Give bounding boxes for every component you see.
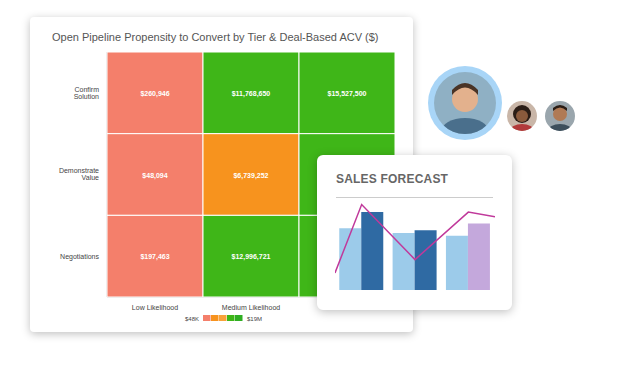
svg-text:$260,946: $260,946 (140, 90, 169, 98)
svg-text:Negotiations: Negotiations (60, 253, 99, 261)
svg-text:$6,739,252: $6,739,252 (233, 172, 268, 180)
svg-text:$197,463: $197,463 (140, 253, 169, 261)
svg-text:$48,094: $48,094 (142, 172, 167, 180)
svg-text:Low Likelihood: Low Likelihood (132, 304, 178, 311)
svg-text:DemonstrateValue: DemonstrateValue (59, 167, 99, 181)
svg-text:$19M: $19M (247, 316, 262, 322)
svg-text:$48K: $48K (185, 316, 199, 322)
svg-text:ConfirmSolution: ConfirmSolution (74, 86, 99, 100)
svg-text:$15,527,500: $15,527,500 (328, 90, 367, 98)
svg-text:$12,996,721: $12,996,721 (232, 253, 271, 261)
html-text:SALES FORECAST: SALES FORECAST (336, 172, 449, 186)
svg-text:$11,768,650: $11,768,650 (232, 90, 271, 98)
svg-text:Medium Likelihood: Medium Likelihood (222, 304, 280, 311)
html-text:Open Pipeline Propensity to Co: Open Pipeline Propensity to Convert by T… (52, 31, 379, 43)
